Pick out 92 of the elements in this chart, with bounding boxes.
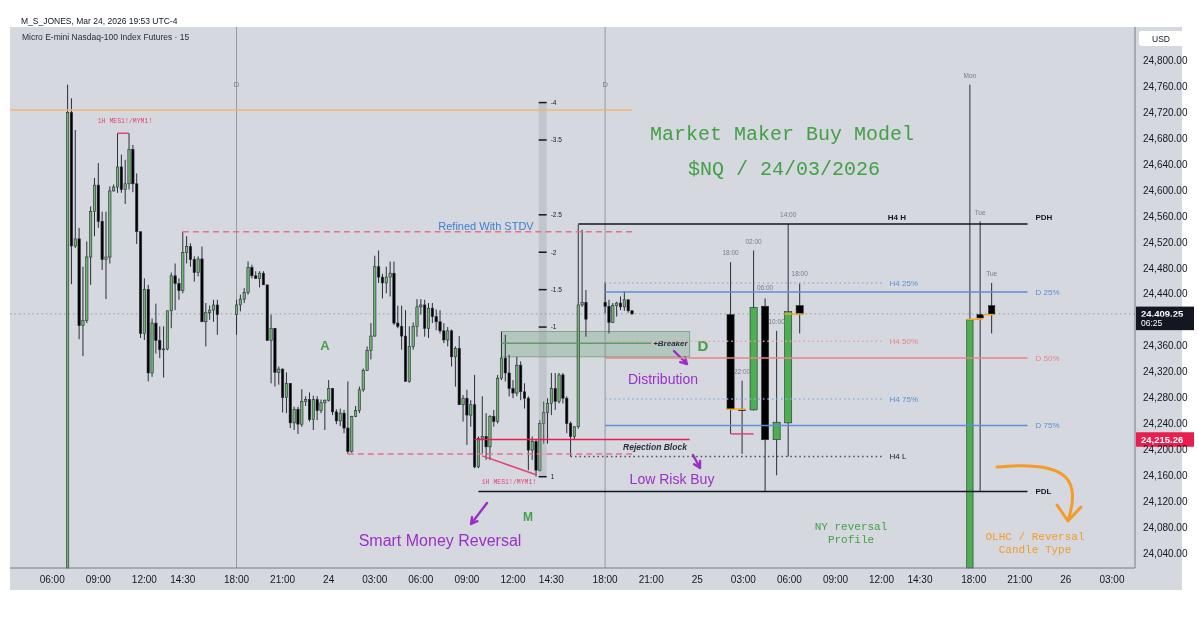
y-tick-label: 24,360.00 xyxy=(1143,340,1188,352)
candlestick xyxy=(212,299,215,323)
annotation: H4 L xyxy=(889,452,908,462)
text: 06:25 xyxy=(1141,318,1163,329)
annotation: D 75% xyxy=(1035,421,1060,431)
text: $NQ / 24/03/2026 xyxy=(687,158,881,181)
y-tick-label: 24,080.00 xyxy=(1143,521,1188,533)
x-tick-label: 14:30 xyxy=(907,574,933,586)
y-tick-label: 24,760.00 xyxy=(1143,81,1188,93)
annotation: NY reversal Profile xyxy=(814,521,888,547)
y-tick-label: 24,200.00 xyxy=(1143,443,1188,455)
annotation: PDL xyxy=(1035,487,1052,497)
x-tick-label: 26 xyxy=(1060,574,1072,586)
annotation: Rejection Block xyxy=(623,441,689,452)
x-tick-label: 09:00 xyxy=(823,574,849,586)
candlestick xyxy=(553,372,557,411)
candlestick xyxy=(235,299,239,336)
candlestick xyxy=(988,282,996,334)
annotation: Refined With STDV xyxy=(438,219,535,232)
x-tick-label: 14:30 xyxy=(170,574,196,586)
annotation: Smart Money Reversal xyxy=(358,531,522,549)
x-tick-label: 25 xyxy=(691,574,704,586)
y-tick-label: 24,600.00 xyxy=(1143,184,1188,196)
y-tick-label: 24,040.00 xyxy=(1143,547,1188,559)
candlestick xyxy=(427,302,431,339)
candlestick xyxy=(215,299,219,336)
y-tick-label: 24,560.00 xyxy=(1143,210,1188,222)
x-tick-label: 24 xyxy=(323,574,335,586)
x-tick-label: 03:00 xyxy=(1099,574,1125,586)
annotation: OLHC / Reversal Candle Type xyxy=(985,531,1085,557)
y-tick-label: 24,640.00 xyxy=(1143,158,1188,170)
y-tick-label: 24,720.00 xyxy=(1143,107,1188,119)
x-tick-label: 12:00 xyxy=(131,574,158,586)
x-tick-label: 09:00 xyxy=(85,574,112,586)
x-tick-label: 03:00 xyxy=(730,574,757,586)
candlestick xyxy=(116,132,119,194)
annotation: D 50% xyxy=(1035,353,1060,363)
candlestick xyxy=(465,389,469,446)
x-tick-label: 06:00 xyxy=(39,574,66,586)
x-tick-label: 12:00 xyxy=(500,574,526,586)
annotation: D 25% xyxy=(1035,287,1060,297)
candlestick xyxy=(549,372,553,416)
candlestick xyxy=(311,395,315,431)
candlestick xyxy=(119,154,123,194)
annotation: +Breaker xyxy=(653,338,689,348)
x-tick-label: 09:00 xyxy=(454,574,480,586)
x-tick-label: 06:00 xyxy=(408,574,434,586)
candlestick xyxy=(308,391,311,423)
x-tick-label: 21:00 xyxy=(638,574,665,586)
x-tick-label: 21:00 xyxy=(1007,574,1033,586)
candlestick xyxy=(423,299,427,338)
x-tick-label: 21:00 xyxy=(270,574,296,586)
y-tick-label: 24,480.00 xyxy=(1143,262,1188,274)
candlestick xyxy=(315,395,319,421)
y-tick-label: 24,680.00 xyxy=(1143,132,1188,144)
y-tick-label: 24,280.00 xyxy=(1143,392,1188,404)
candlestick xyxy=(772,330,781,476)
y-tick-label: 24,120.00 xyxy=(1143,495,1188,507)
annotation: A xyxy=(320,337,331,353)
x-tick-label: 18:00 xyxy=(224,574,250,586)
annotation: H4 50% xyxy=(889,337,919,347)
y-tick-label: 24,440.00 xyxy=(1143,288,1188,300)
y-tick-label: 24,240.00 xyxy=(1143,418,1188,430)
candlestick xyxy=(346,380,350,455)
x-tick-label: 18:00 xyxy=(961,574,987,586)
candlestick xyxy=(976,220,984,493)
text: 24,215.26 xyxy=(1141,433,1184,445)
x-tick-label: 06:00 xyxy=(776,574,803,586)
y-tick-label: 24,320.00 xyxy=(1143,366,1188,378)
annotation: Distribution xyxy=(627,370,699,387)
ref-line-label: 24,409.25 xyxy=(1141,308,1184,320)
y-tick-label: 24,800.00 xyxy=(1143,55,1188,67)
annotation: H4 H xyxy=(887,212,907,222)
text: Market Maker Buy Model xyxy=(649,123,915,146)
annotation: Micro E-mini Nasdaq-100 Index Futures · 15 xyxy=(22,31,190,42)
text: M_S_JONES, Mar 24, 2026 19:53 UTC-4 xyxy=(21,15,178,26)
y-tick-label: 24,520.00 xyxy=(1143,236,1188,248)
x-tick-label: 03:00 xyxy=(362,574,388,586)
annotation: Low Risk Buy xyxy=(629,470,715,487)
candlestick xyxy=(384,266,388,294)
y-tick-label: 24,160.00 xyxy=(1143,469,1188,481)
x-tick-label: 12:00 xyxy=(869,574,895,586)
candlestick xyxy=(173,262,177,311)
annotation: PDH xyxy=(1035,212,1053,222)
x-tick-label: 18:00 xyxy=(592,574,619,586)
candlestick xyxy=(795,282,804,334)
x-tick-label: 14:30 xyxy=(538,574,565,586)
annotation: M xyxy=(523,510,533,525)
annotation: D xyxy=(697,337,709,355)
annotation: H4 75% xyxy=(889,394,919,404)
y-axis-title: USD xyxy=(1152,33,1170,44)
annotation: H4 25% xyxy=(889,278,919,288)
